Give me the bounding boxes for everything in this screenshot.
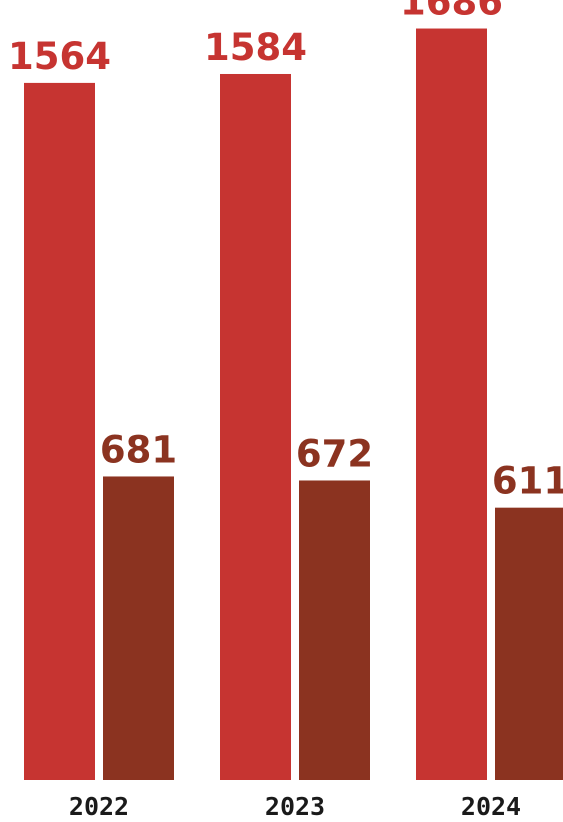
bar-2024-series-1 xyxy=(416,28,487,781)
bar-2022-series-1 xyxy=(24,82,95,781)
value-label-2023-series-1: 1584 xyxy=(204,26,307,69)
x-axis-tick-labels: 2022 2023 2024 xyxy=(69,792,521,821)
value-label-2024-series-2: 611 xyxy=(492,460,563,503)
x-tick-label-2023: 2023 xyxy=(265,792,325,821)
bar-2024-series-2 xyxy=(495,507,563,780)
value-label-2023-series-2: 672 xyxy=(296,432,373,475)
value-labels-layer: 1564 681 1584 672 1686 611 xyxy=(8,0,563,503)
bar-2023-series-1 xyxy=(220,73,291,780)
bars-layer xyxy=(24,28,563,781)
value-label-2024-series-1: 1686 xyxy=(400,0,503,24)
bar-2022-series-2 xyxy=(103,476,174,780)
value-label-2022-series-2: 681 xyxy=(100,428,177,471)
bar-2023-series-2 xyxy=(299,480,370,780)
x-tick-label-2022: 2022 xyxy=(69,792,129,821)
value-label-2022-series-1: 1564 xyxy=(8,35,111,78)
x-tick-label-2024: 2024 xyxy=(461,792,521,821)
